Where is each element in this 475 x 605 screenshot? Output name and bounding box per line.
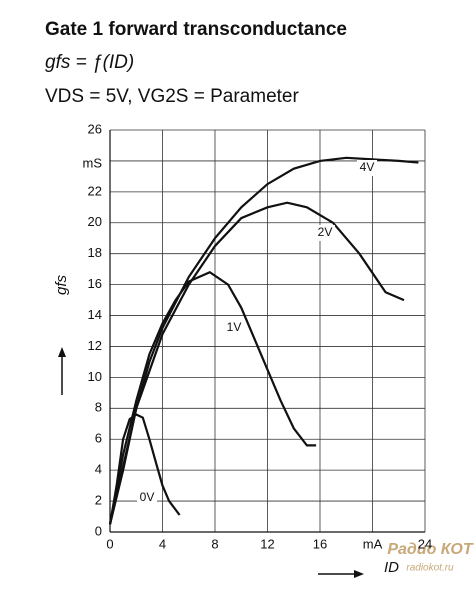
x-tick-label: 0 [106,536,113,551]
x-arrow-head [354,570,364,578]
y-tick-label: 0 [95,523,102,538]
series-line [108,413,181,525]
chart-title: Gate 1 forward transconductance [45,19,347,40]
y-tick-label: 12 [88,338,102,353]
chart-subtitle: gfs = ƒ(ID) [45,52,134,73]
x-tick-label: 12 [260,536,274,551]
x-tick-label: 4 [159,536,166,551]
series-label: 1V [227,320,242,334]
series-line [108,201,405,525]
series-label: 4V [360,160,375,174]
series-label-bg [357,160,377,176]
y-tick-label: 6 [95,431,102,446]
series-label: 2V [318,225,333,239]
x-tick-label: 16 [313,536,327,551]
y-tick-label: 16 [88,276,102,291]
y-tick-label: 2 [95,493,102,508]
series-label-bg [224,320,244,336]
y-tick-label: 8 [95,400,102,415]
series-line [108,270,317,525]
series-label: 0V [140,490,155,504]
watermark-url: radiokot.ru [406,563,454,574]
x-axis-label: ID [384,559,399,576]
y-tick-label: 14 [88,307,102,322]
y-axis-label: gfs [53,274,70,295]
x-tick-label: mA [363,536,383,551]
y-tick-label: 18 [88,245,102,260]
x-tick-label: 8 [211,536,218,551]
y-tick-label: 20 [88,214,102,229]
x-tick-label: 24 [418,536,432,551]
parameter-note: VDS = 5V, VG2S = Parameter [45,86,299,107]
y-tick-label: 10 [88,369,102,384]
y-tick-label: 22 [88,183,102,198]
watermark: Радио КОТ [387,541,474,558]
y-arrow-head [58,347,66,357]
y-tick-label: 4 [95,462,102,477]
y-tick-label: mS [83,155,103,170]
series-label-bg [137,490,157,506]
y-tick-label: 26 [88,121,102,136]
series-label-bg [315,225,335,241]
